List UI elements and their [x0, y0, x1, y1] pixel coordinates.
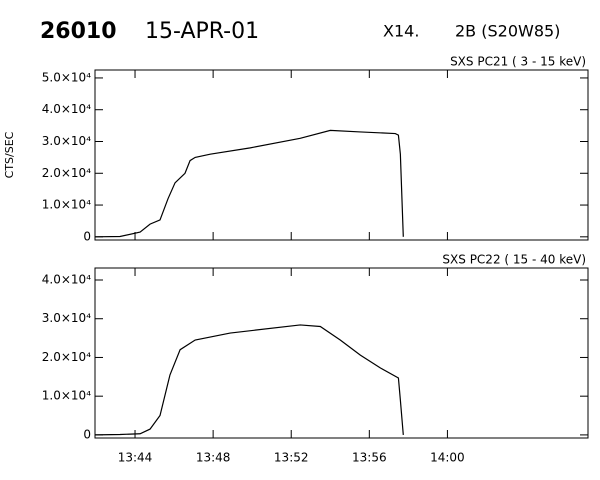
y-tick-label: 3.0×10⁴: [42, 134, 91, 148]
x-tick-label: 13:56: [352, 451, 387, 465]
y-tick-label: 4.0×10⁴: [42, 102, 91, 116]
panel-title: SXS PC22 ( 15 - 40 keV): [442, 253, 586, 267]
location: 2B (S20W85): [455, 22, 560, 41]
y-tick-label: 1.0×10⁴: [42, 198, 91, 212]
plot-frame: [94, 267, 589, 439]
y-tick-label: 1.0×10⁴: [42, 389, 91, 403]
event-id: 26010: [40, 19, 117, 44]
x-tick-label: 14:00: [430, 451, 465, 465]
flare-class: X14.: [383, 22, 419, 41]
y-tick-label: 0: [83, 229, 91, 243]
y-tick-label: 5.0×10⁴: [42, 70, 91, 84]
y-tick-label: 0: [83, 427, 91, 441]
y-tick-label: 4.0×10⁴: [42, 273, 91, 287]
y-tick-label: 2.0×10⁴: [42, 350, 91, 364]
y-tick-label: 3.0×10⁴: [42, 311, 91, 325]
panel-title: SXS PC21 ( 3 - 15 keV): [450, 55, 586, 69]
date: 15-APR-01: [145, 19, 259, 44]
x-tick-label: 13:44: [118, 451, 153, 465]
x-tick-label: 13:52: [274, 451, 309, 465]
data-line: [94, 324, 404, 436]
plot-frame: [94, 69, 589, 241]
y-axis-label: CTS/SEC: [3, 131, 16, 178]
data-line: [94, 129, 404, 238]
x-tick-label: 13:48: [196, 451, 231, 465]
y-tick-label: 2.0×10⁴: [42, 166, 91, 180]
